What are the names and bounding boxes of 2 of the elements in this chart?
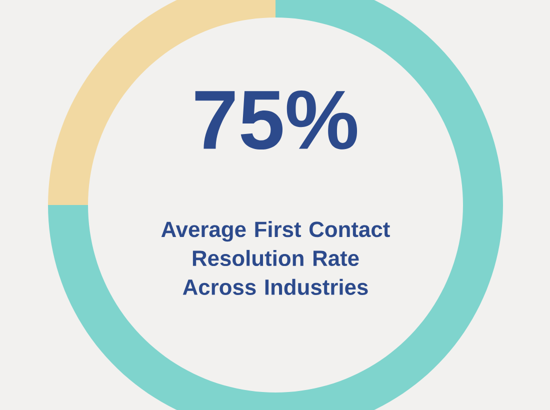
data-label: 75% (195, 90, 358, 150)
text: Average First Contact Resolution Rate Across Industries (161, 221, 390, 295)
